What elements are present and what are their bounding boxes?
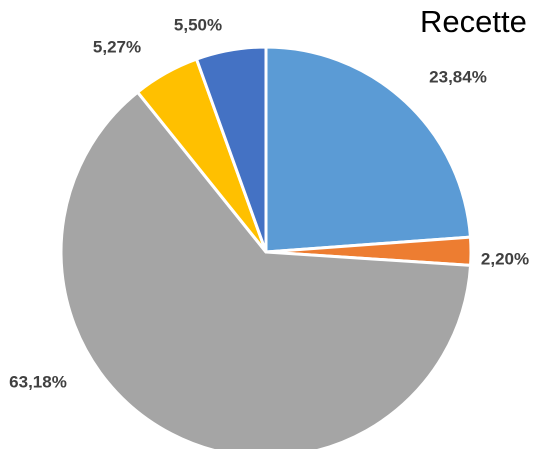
slice-data-label: 5,50% bbox=[174, 15, 222, 34]
pie-slice bbox=[195, 45, 268, 254]
slice-data-label: 63,18% bbox=[9, 372, 67, 391]
slice-data-label: 5,27% bbox=[93, 37, 141, 56]
pie-slice bbox=[59, 90, 473, 454]
slice-data-label: 2,20% bbox=[481, 249, 529, 268]
pie-slice bbox=[264, 45, 472, 254]
slice-data-label: 23,84% bbox=[429, 67, 487, 86]
chart-title: Recette bbox=[420, 4, 527, 39]
